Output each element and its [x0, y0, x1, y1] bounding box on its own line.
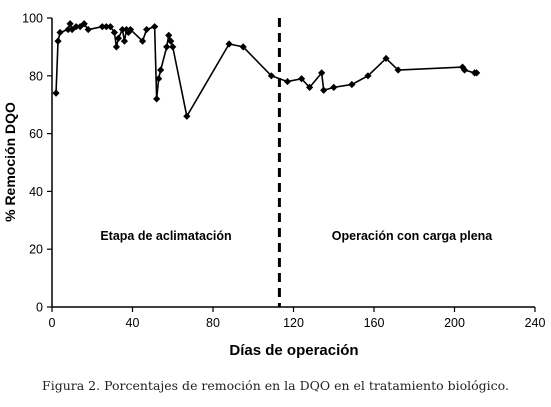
data-point	[118, 25, 127, 34]
annotation-full-load: Operación con carga plena	[332, 229, 494, 243]
data-point	[153, 95, 161, 103]
y-tick-label: 100	[22, 12, 43, 26]
data-point	[306, 83, 314, 91]
data-point	[169, 43, 177, 51]
data-point	[142, 25, 151, 34]
data-point	[52, 89, 60, 97]
x-axis-label: Días de operación	[229, 342, 358, 359]
y-tick-label: 80	[29, 69, 43, 83]
y-tick-label: 40	[29, 185, 43, 199]
tick-labels: 0 40 80 120 160 200 240 0 20 40 60 80 100	[22, 12, 545, 331]
y-axis-label: % Remoción DQO	[2, 102, 18, 222]
data-point	[473, 69, 481, 77]
data-point	[138, 37, 147, 45]
data-point	[155, 75, 163, 83]
data-point	[183, 112, 191, 120]
data-point	[364, 72, 372, 80]
data-point	[382, 54, 390, 63]
data-point	[394, 66, 402, 74]
data-point	[348, 80, 356, 89]
data-point	[54, 37, 62, 45]
data-point	[72, 23, 80, 31]
chart: 0 40 80 120 160 200 240 0 20 40 60 80 100 Etapa de a…	[2, 12, 545, 360]
data-point	[267, 72, 275, 80]
x-tick-label: 200	[444, 316, 465, 330]
data-point	[80, 20, 88, 28]
data-point	[126, 25, 135, 34]
data-point	[163, 43, 171, 51]
data-point	[66, 20, 74, 28]
data-point	[225, 40, 233, 48]
data-point	[84, 25, 92, 34]
data-point	[320, 86, 328, 94]
data-point	[56, 28, 64, 37]
data-point	[112, 43, 120, 51]
x-tick-label: 120	[283, 316, 304, 330]
x-tick-label: 240	[525, 316, 546, 330]
data-point	[110, 28, 118, 37]
data-point	[167, 37, 175, 45]
data-point	[151, 23, 159, 31]
x-tick-label: 160	[364, 316, 385, 330]
data-point	[102, 23, 110, 31]
data-point	[64, 25, 72, 34]
data-point	[297, 75, 306, 83]
data-point	[106, 23, 114, 31]
annotation-acclimation: Etapa de aclimatación	[100, 229, 231, 243]
data-point	[120, 37, 129, 45]
data-point	[165, 31, 173, 39]
x-tick-label: 80	[206, 316, 220, 330]
data-point	[114, 34, 123, 42]
data-point	[318, 69, 326, 77]
x-tick-label: 0	[49, 316, 56, 330]
series-markers	[52, 20, 481, 120]
y-tick-label: 0	[36, 301, 43, 315]
data-point	[157, 66, 165, 74]
x-tick-label: 40	[126, 316, 140, 330]
axes	[47, 17, 536, 312]
y-tick-label: 20	[29, 243, 43, 257]
data-point	[98, 23, 106, 31]
y-tick-label: 60	[29, 127, 43, 141]
data-point	[330, 83, 338, 91]
data-point	[239, 43, 247, 51]
data-point	[460, 66, 469, 74]
data-point	[283, 77, 292, 86]
data-point	[68, 25, 76, 34]
data-point	[458, 63, 467, 71]
figure-caption: Figura 2. Porcentajes de remoción en la …	[42, 378, 509, 393]
